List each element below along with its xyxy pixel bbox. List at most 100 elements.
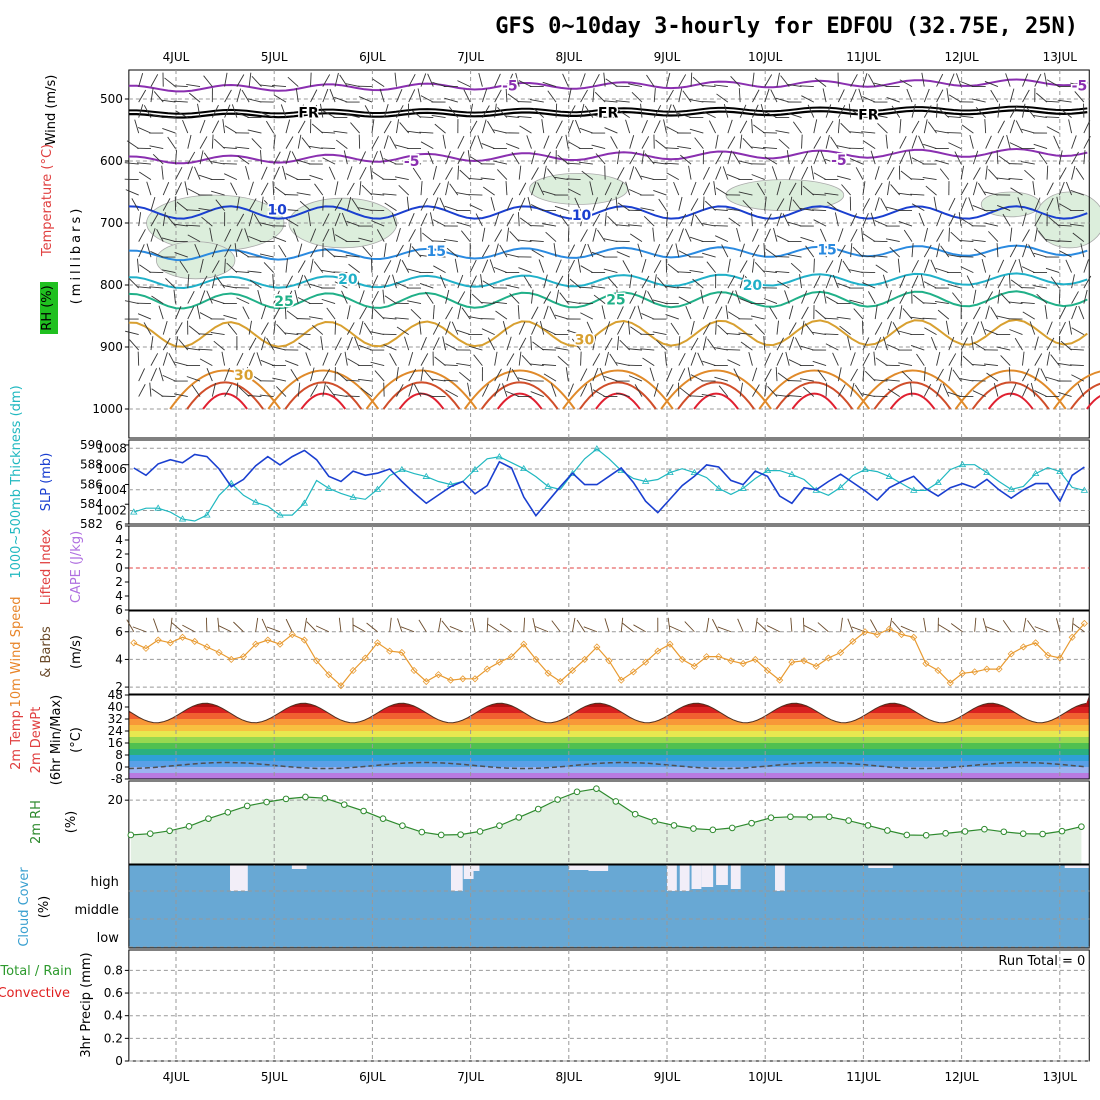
wind-barb (930, 336, 937, 351)
wind-barb (404, 336, 410, 351)
wind-barb (1018, 258, 1023, 273)
surface-isotherm (660, 369, 772, 410)
wind-barb (136, 286, 152, 289)
wind-barb (1060, 340, 1072, 351)
wind-barb (259, 84, 274, 88)
wind-barb (531, 181, 537, 196)
wind-barb (382, 193, 397, 196)
wind-barb (1071, 165, 1076, 180)
wind-barb (275, 386, 287, 397)
wind-barb (555, 275, 564, 289)
wind-barb (310, 89, 318, 103)
wind10m-point (1068, 633, 1076, 641)
wind-barb (511, 151, 520, 165)
wind-barb (839, 325, 851, 335)
surface-isotherm (856, 369, 969, 410)
wind-barb (898, 220, 913, 227)
wind10m-barb (982, 618, 988, 632)
wind-barb (173, 223, 188, 227)
wind-barb (874, 322, 883, 335)
cloud-gap (568, 865, 609, 870)
temp-line (128, 702, 1087, 724)
wind-barb (259, 222, 274, 227)
wind-barb (850, 213, 858, 227)
rh2m-point (476, 828, 484, 835)
wind-barb (870, 150, 876, 165)
wind-barb (321, 131, 336, 134)
temperature-tick-label: 40 (108, 700, 123, 714)
wind-barb (480, 177, 495, 181)
wind-barb (1075, 167, 1085, 180)
wind-barb (431, 240, 446, 243)
wind-barb (481, 328, 495, 336)
wind10m-barb (397, 618, 403, 632)
wind-barb (297, 120, 306, 134)
wind10m-barb (255, 617, 259, 632)
wind-barb (886, 344, 900, 351)
wind10m-barb (950, 623, 963, 633)
wind-barb (1046, 351, 1051, 366)
surface-isotherm (169, 369, 281, 410)
wind-barb (1033, 252, 1048, 258)
wind-barb (266, 337, 275, 351)
wind-barb (653, 120, 661, 134)
rh2m-point (787, 813, 794, 821)
isotherm-label: 30 (234, 368, 254, 384)
wind-barb (392, 274, 397, 289)
wind-barb (910, 193, 925, 196)
wind-barb (224, 244, 232, 258)
wind-barb (518, 351, 522, 366)
wind-barb (519, 125, 532, 134)
wind-barb (842, 260, 852, 273)
rh2m-point (399, 822, 406, 829)
wind-barb (1053, 135, 1060, 149)
wind-barb (607, 215, 618, 227)
wind10m-point (227, 655, 235, 663)
wind-barb (194, 166, 201, 180)
wind-barb (189, 92, 201, 103)
temp-band (128, 713, 1090, 719)
wind-barb (125, 189, 139, 196)
wind-barb (136, 162, 152, 165)
wind-barb (617, 306, 624, 320)
wind-barb (175, 150, 178, 165)
wind-barb (334, 337, 342, 351)
wind-barb (666, 72, 671, 87)
cloud-level-label: middle (74, 903, 118, 918)
top-date-label: 5JUL (261, 50, 288, 64)
wind-barb (282, 165, 287, 180)
wind-barb (334, 352, 342, 366)
wind-barb (364, 105, 373, 118)
wind-barb (921, 72, 925, 87)
wind-barb (923, 105, 932, 118)
wind-barb (959, 256, 974, 258)
wind10m-barb (182, 624, 195, 633)
wind-barb (762, 147, 778, 150)
wind-barb (825, 343, 839, 351)
wind-barb (336, 371, 348, 382)
rh2m-point (554, 796, 561, 803)
wind10m-point (678, 655, 686, 663)
wind-barb (752, 104, 759, 118)
temperature-tick-label: 48 (108, 688, 123, 702)
wind-barb (394, 176, 409, 181)
wind-barb (948, 94, 962, 103)
wind-barb (389, 353, 397, 366)
wind-barb (575, 119, 582, 134)
wind-barb (165, 278, 176, 289)
wind-barb (763, 336, 766, 351)
wind-barb (554, 205, 569, 212)
wind-barb (776, 198, 785, 211)
wind-barb (1010, 187, 1023, 196)
wind-barb (899, 79, 913, 87)
slp-line (133, 449, 1085, 518)
wind-barb (862, 181, 866, 196)
wind10m-point (946, 679, 954, 687)
wind-barb (371, 291, 379, 304)
wind-barb (383, 243, 387, 258)
wind-barb (899, 291, 907, 304)
wind-barb (345, 254, 360, 258)
wind-barb (555, 289, 560, 304)
wind10m-barb (900, 625, 914, 633)
wind-barb (819, 228, 827, 242)
